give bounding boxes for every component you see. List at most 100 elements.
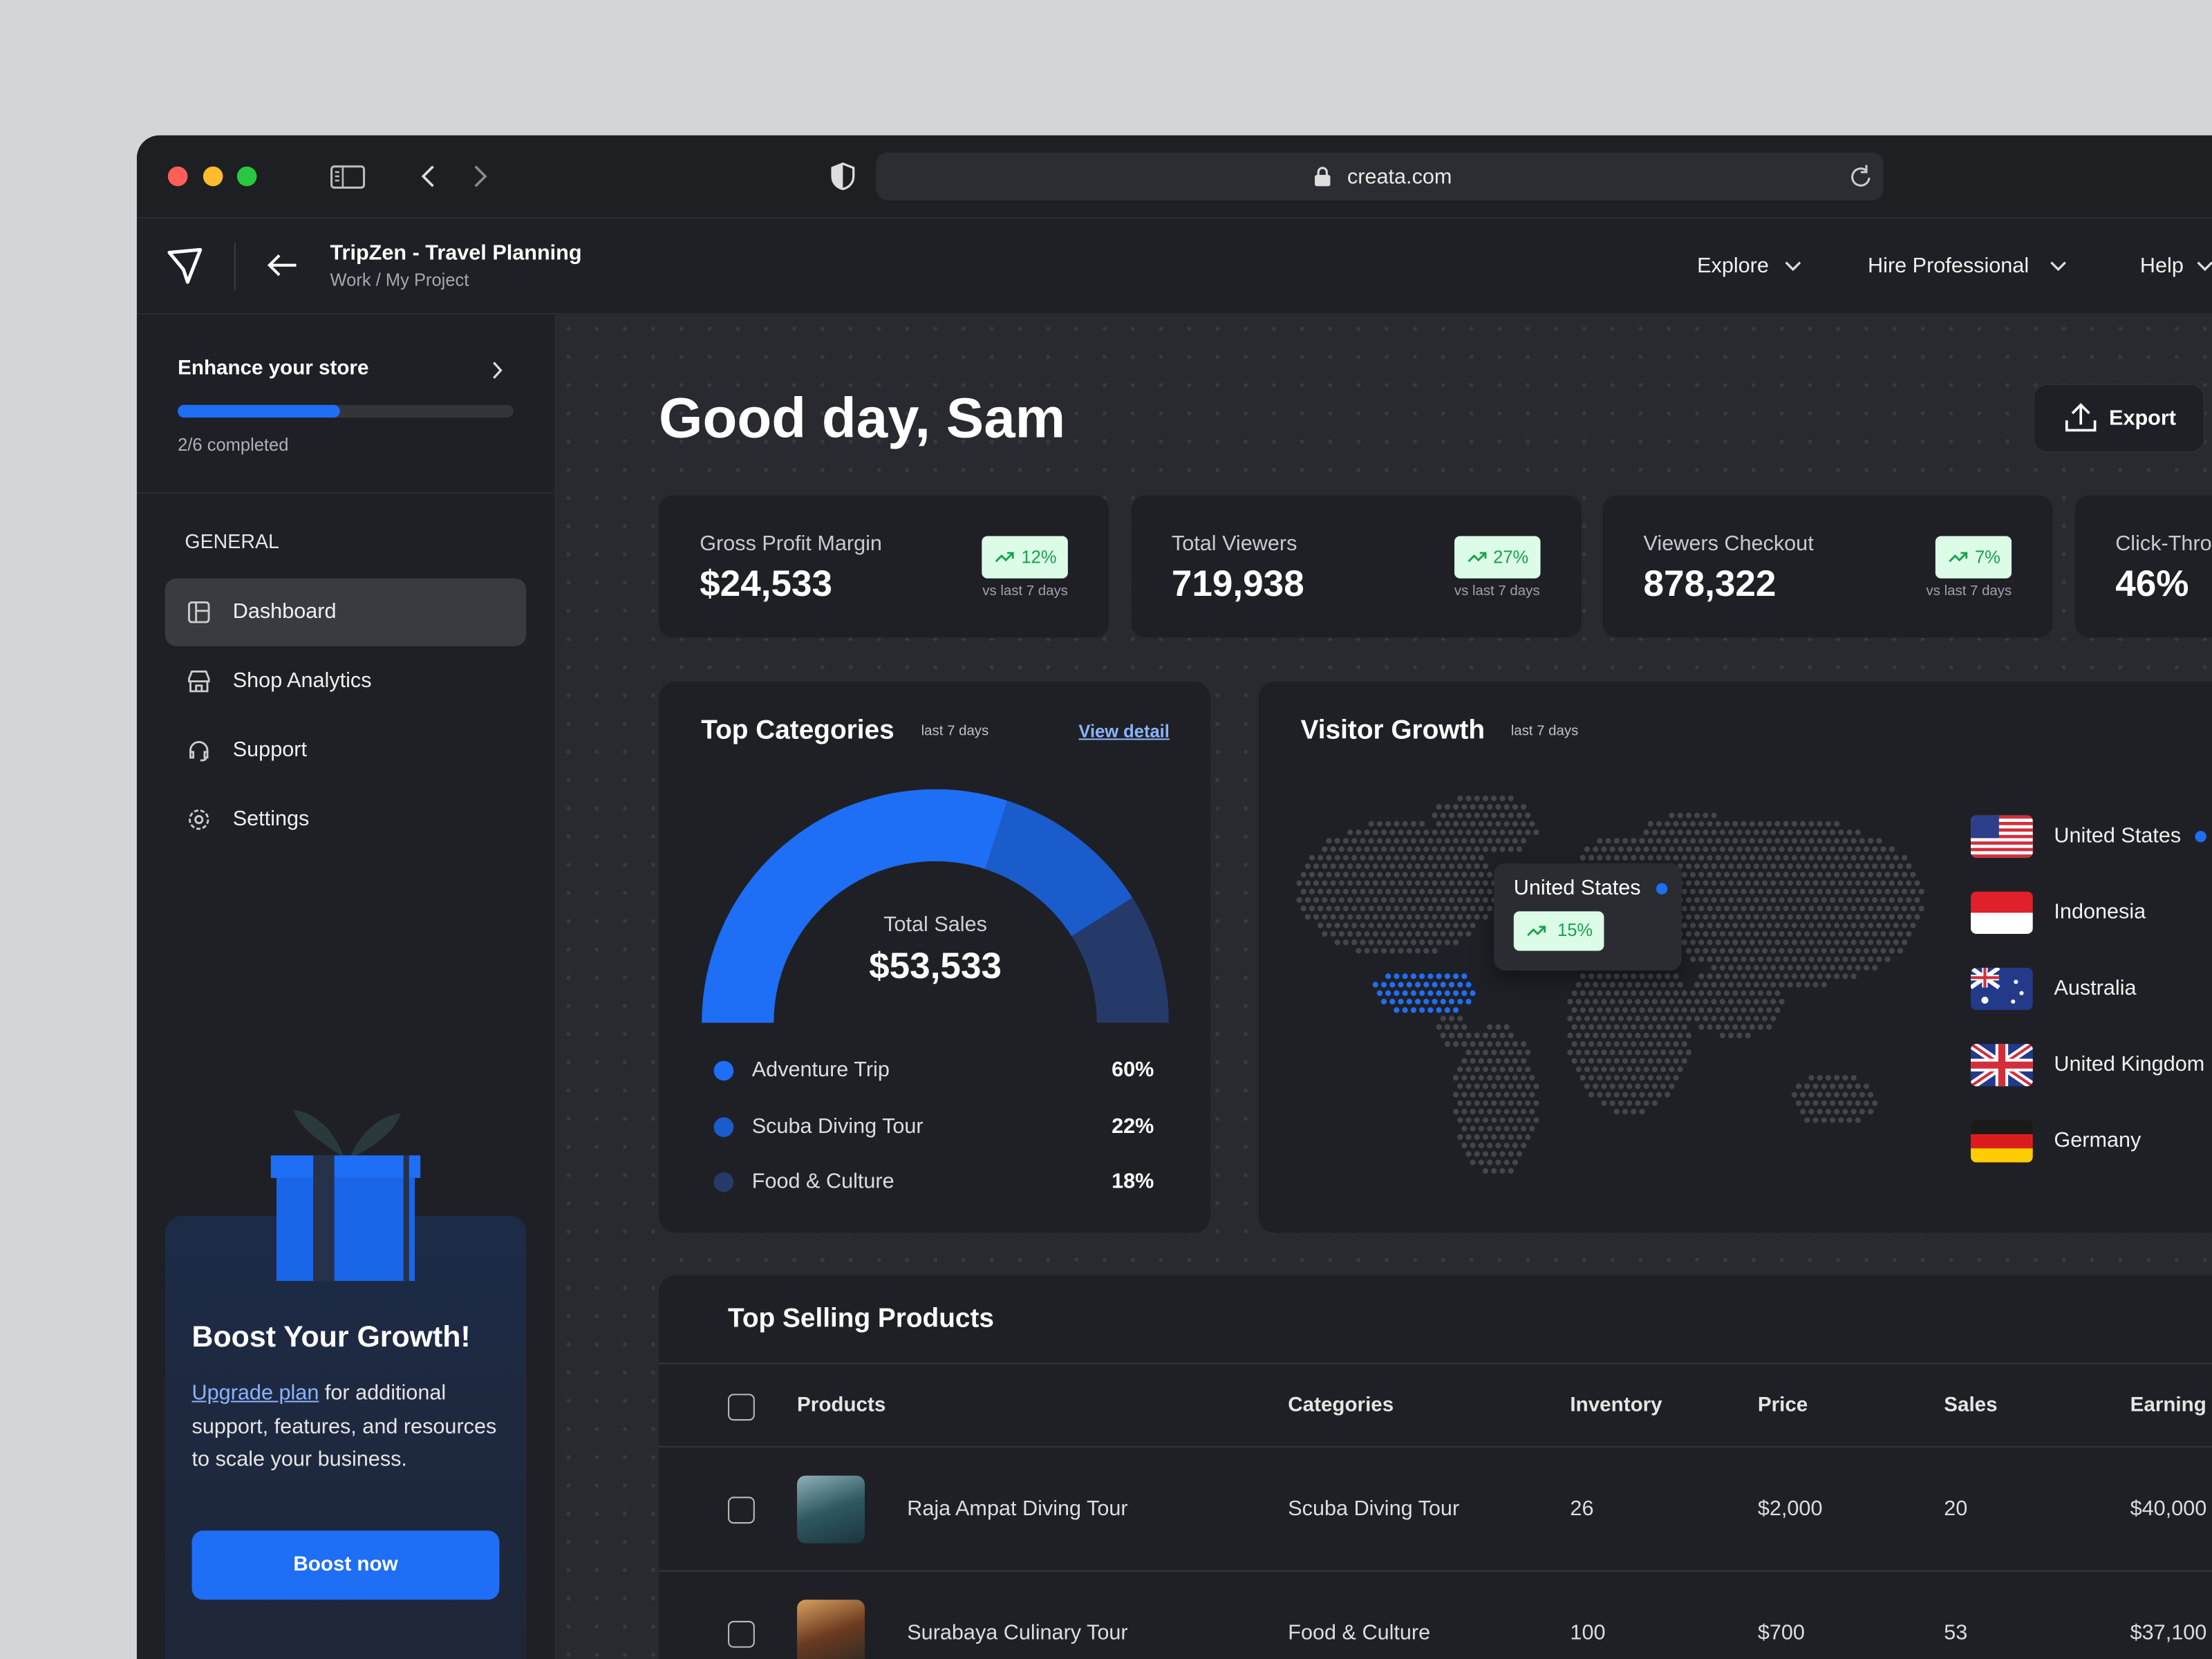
country-name[interactable]: United Kingdom: [2054, 1052, 2205, 1077]
forward-button[interactable]: [473, 164, 489, 189]
menu-active[interactable]: [165, 578, 527, 646]
menu-icon: [188, 601, 210, 624]
country-name[interactable]: Australia: [2054, 976, 2137, 1000]
card-title: Visitor Growth: [1300, 715, 1485, 746]
world-map: [1296, 796, 1924, 1174]
chevron-down: [2050, 261, 2066, 272]
card-title: Top Categories: [701, 715, 894, 746]
table-cell: Scuba Diving Tour: [1288, 1497, 1460, 1521]
gauge-segment: [1071, 897, 1169, 1024]
checkbox[interactable]: [728, 1497, 755, 1524]
table-cell: 20: [1944, 1497, 1968, 1521]
stat-label: Viewers Checkout: [1643, 532, 1814, 556]
country-name[interactable]: Germany: [2054, 1128, 2141, 1153]
trend-icon: [1467, 552, 1486, 563]
country-name[interactable]: United States: [2054, 823, 2182, 848]
maximize-button[interactable]: [236, 166, 257, 187]
column-header: Earning: [2130, 1394, 2206, 1417]
tooltip-dot: [1656, 883, 1668, 894]
country-flag: [1971, 815, 2033, 858]
greeting: Good day, Sam: [659, 388, 1066, 451]
divider: [234, 243, 236, 291]
minimize-button[interactable]: [203, 166, 223, 187]
promo-body: for additional support, features, and re…: [191, 1380, 497, 1472]
stat-note: vs last 7 days: [1454, 583, 1540, 600]
table-cell: $40,000: [2130, 1497, 2207, 1521]
products-card: [659, 1275, 2212, 1659]
stat-label: Total Viewers: [1171, 532, 1297, 556]
country-flag: [1971, 891, 2033, 935]
menu-item[interactable]: Settings: [232, 807, 310, 832]
legend-value: 22%: [1112, 1114, 1154, 1138]
stat-card: [2074, 495, 2212, 638]
table-cell: $700: [1757, 1620, 1805, 1645]
nav-item[interactable]: Hire Professional: [1868, 254, 2030, 279]
table-cell: Food & Culture: [1288, 1620, 1431, 1645]
stat-label: Click-Thro: [2115, 532, 2212, 556]
stat-note: vs last 7 days: [1926, 583, 2012, 600]
chevron-down: [1785, 261, 1801, 272]
checkbox[interactable]: [728, 1394, 755, 1421]
table-cell: Raja Ampat Diving Tour: [907, 1497, 1128, 1521]
country-name[interactable]: Indonesia: [2054, 900, 2146, 924]
stat-value: $24,533: [700, 562, 833, 605]
tooltip-change: 15%: [1557, 920, 1593, 941]
gauge-segment: [984, 800, 1133, 937]
logo[interactable]: [167, 247, 203, 286]
column-header: Products: [797, 1394, 886, 1417]
legend-dot: [713, 1116, 734, 1136]
table-rule: [659, 1445, 2212, 1447]
table-cell: 53: [1944, 1620, 1968, 1645]
promo-title: Boost Your Growth!: [191, 1321, 471, 1353]
legend-value: 18%: [1112, 1169, 1154, 1194]
trend-icon: [1527, 926, 1546, 937]
url: creata.com: [1347, 165, 1452, 189]
product-thumbnail: [797, 1600, 865, 1659]
country-flag: [1971, 1044, 2033, 1087]
legend-value: 60%: [1112, 1058, 1154, 1082]
promo-text: Upgrade plan for additional support, fea…: [192, 1377, 505, 1518]
stat-value: 719,938: [1171, 562, 1304, 605]
chevron-down: [2197, 261, 2212, 272]
table-cell: Surabaya Culinary Tour: [907, 1620, 1128, 1645]
close-button[interactable]: [167, 166, 188, 187]
center-value: $53,533: [869, 944, 1002, 987]
progress-fill: [178, 404, 340, 418]
gauge: [702, 789, 1169, 1024]
menu-item[interactable]: Support: [232, 738, 307, 762]
reload-button[interactable]: [1850, 165, 1873, 189]
card-subtitle: last 7 days: [921, 723, 989, 740]
boost-button[interactable]: [191, 1530, 500, 1600]
nav-item[interactable]: Help: [2139, 254, 2184, 279]
app-header: [136, 218, 2212, 315]
table-title: Top Selling Products: [728, 1304, 994, 1334]
trend-icon: [1949, 552, 1968, 563]
export-icon: [2065, 403, 2097, 432]
nav-item[interactable]: Explore: [1697, 254, 1769, 279]
gauge-segment: [702, 789, 1008, 1024]
tooltip-badge: [1513, 911, 1604, 951]
view-detail-link[interactable]: View detail: [1078, 721, 1170, 742]
url-bar[interactable]: [876, 152, 1884, 200]
progress-status: 2/6 completed: [178, 435, 289, 456]
export-button[interactable]: [2032, 384, 2205, 453]
trend-icon: [995, 552, 1014, 563]
gift-lid: [270, 1155, 421, 1179]
boost-button-label[interactable]: Boost now: [293, 1553, 398, 1577]
back-button[interactable]: [419, 164, 435, 189]
back-arrow[interactable]: [267, 254, 298, 276]
checkbox[interactable]: [728, 1620, 755, 1648]
center-label: Total Sales: [883, 912, 987, 937]
chevron-right[interactable]: [492, 361, 503, 379]
column-header: Sales: [1944, 1394, 1998, 1417]
sidebar-toggle[interactable]: [330, 165, 366, 189]
menu-item[interactable]: Dashboard: [232, 599, 337, 624]
card-subtitle: last 7 days: [1510, 723, 1579, 740]
upgrade-link[interactable]: Upgrade plan: [191, 1380, 319, 1405]
menu-icon: [189, 809, 209, 830]
stat-value: 878,322: [1643, 562, 1777, 605]
export-label[interactable]: Export: [2109, 406, 2176, 431]
legend-label: Adventure Trip: [751, 1058, 890, 1082]
menu-item[interactable]: Shop Analytics: [232, 668, 372, 693]
